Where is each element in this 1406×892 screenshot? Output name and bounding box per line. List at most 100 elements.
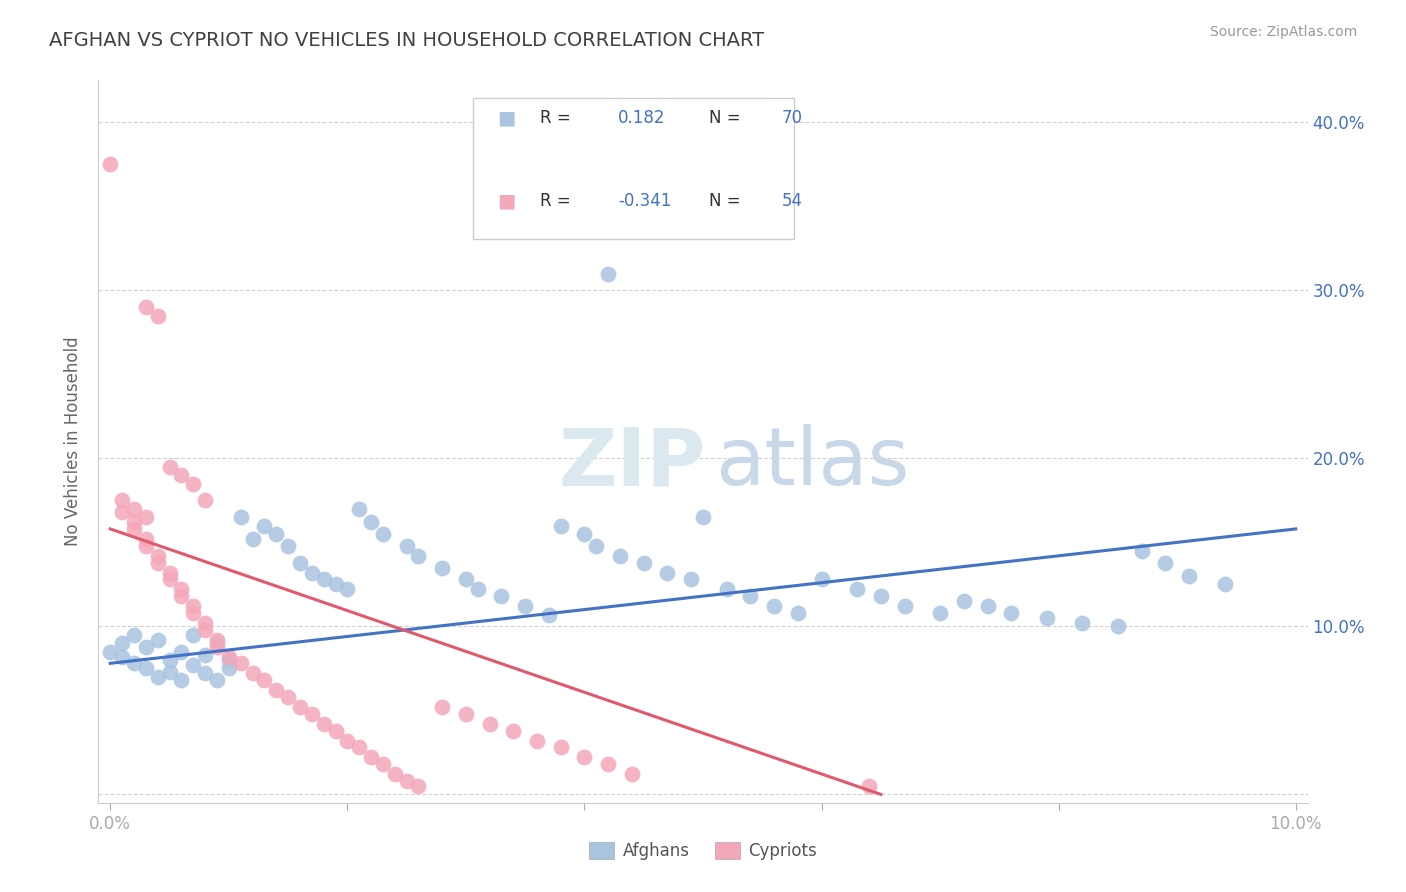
Point bbox=[893, 599, 915, 614]
Point bbox=[1178, 569, 1201, 583]
Point bbox=[194, 615, 217, 630]
Point bbox=[205, 640, 228, 654]
Point bbox=[135, 661, 157, 675]
Text: ZIP: ZIP bbox=[558, 425, 706, 502]
Point bbox=[598, 267, 620, 281]
Point bbox=[384, 767, 406, 781]
Point bbox=[264, 683, 287, 698]
Text: N =: N = bbox=[709, 109, 747, 128]
Point bbox=[170, 589, 193, 603]
Point bbox=[336, 582, 359, 597]
Point bbox=[312, 572, 335, 586]
Point bbox=[146, 556, 169, 570]
Point bbox=[146, 309, 169, 323]
Point bbox=[347, 740, 370, 755]
Point bbox=[858, 779, 880, 793]
Point bbox=[692, 510, 714, 524]
Point bbox=[194, 493, 217, 508]
Text: ■: ■ bbox=[498, 109, 516, 128]
Point bbox=[633, 556, 655, 570]
Point bbox=[159, 566, 181, 580]
Point bbox=[454, 706, 477, 721]
Text: 70: 70 bbox=[782, 109, 803, 128]
Point bbox=[181, 658, 204, 673]
Point bbox=[657, 566, 679, 580]
Point bbox=[325, 723, 347, 738]
Point bbox=[170, 468, 193, 483]
Point bbox=[122, 515, 145, 529]
Point bbox=[98, 644, 121, 658]
Point bbox=[111, 493, 134, 508]
Text: N =: N = bbox=[709, 193, 747, 211]
Point bbox=[1000, 606, 1022, 620]
Text: 0.182: 0.182 bbox=[619, 109, 666, 128]
Point bbox=[526, 733, 548, 747]
Point bbox=[537, 607, 560, 622]
Point bbox=[122, 522, 145, 536]
Point bbox=[716, 582, 738, 597]
Point bbox=[159, 665, 181, 679]
Point bbox=[218, 649, 240, 664]
Text: -0.341: -0.341 bbox=[619, 193, 672, 211]
Point bbox=[205, 632, 228, 647]
Point bbox=[135, 300, 157, 314]
Point bbox=[146, 632, 169, 647]
Point bbox=[229, 510, 252, 524]
Point bbox=[159, 459, 181, 474]
Point bbox=[159, 572, 181, 586]
Point bbox=[181, 628, 204, 642]
Point bbox=[574, 527, 596, 541]
Point bbox=[681, 572, 703, 586]
Point bbox=[122, 657, 145, 671]
Point bbox=[253, 673, 276, 687]
Y-axis label: No Vehicles in Household: No Vehicles in Household bbox=[65, 336, 83, 547]
Point bbox=[242, 532, 264, 546]
Point bbox=[98, 157, 121, 171]
FancyBboxPatch shape bbox=[474, 98, 793, 239]
Point bbox=[550, 740, 572, 755]
Point bbox=[408, 549, 430, 563]
Point bbox=[277, 690, 299, 704]
Point bbox=[620, 767, 643, 781]
Point bbox=[585, 539, 607, 553]
Point bbox=[360, 750, 382, 764]
Point bbox=[432, 700, 454, 714]
Point bbox=[111, 505, 134, 519]
Point bbox=[205, 673, 228, 687]
Point bbox=[502, 723, 524, 738]
Point bbox=[170, 582, 193, 597]
Point bbox=[467, 582, 489, 597]
Point bbox=[159, 653, 181, 667]
Point bbox=[786, 606, 808, 620]
Point bbox=[135, 532, 157, 546]
Point bbox=[218, 661, 240, 675]
Text: Source: ZipAtlas.com: Source: ZipAtlas.com bbox=[1209, 25, 1357, 39]
Point bbox=[181, 599, 204, 614]
Point bbox=[550, 518, 572, 533]
Point bbox=[264, 527, 287, 541]
Point bbox=[598, 757, 620, 772]
Point bbox=[432, 560, 454, 574]
Point bbox=[111, 649, 134, 664]
Point bbox=[952, 594, 974, 608]
Point bbox=[111, 636, 134, 650]
Point bbox=[336, 733, 359, 747]
Text: R =: R = bbox=[540, 193, 576, 211]
Text: AFGHAN VS CYPRIOT NO VEHICLES IN HOUSEHOLD CORRELATION CHART: AFGHAN VS CYPRIOT NO VEHICLES IN HOUSEHO… bbox=[49, 31, 765, 50]
Point bbox=[371, 757, 394, 772]
Legend: Afghans, Cypriots: Afghans, Cypriots bbox=[582, 835, 824, 867]
Text: R =: R = bbox=[540, 109, 576, 128]
Point bbox=[846, 582, 869, 597]
Text: 54: 54 bbox=[782, 193, 803, 211]
Text: ■: ■ bbox=[498, 192, 516, 211]
Point bbox=[146, 549, 169, 563]
Point bbox=[371, 527, 394, 541]
Point bbox=[181, 476, 204, 491]
Point bbox=[288, 700, 311, 714]
Point bbox=[740, 589, 762, 603]
Point bbox=[395, 539, 418, 553]
Point bbox=[205, 636, 228, 650]
Point bbox=[347, 501, 370, 516]
Point bbox=[1213, 577, 1236, 591]
Point bbox=[869, 589, 891, 603]
